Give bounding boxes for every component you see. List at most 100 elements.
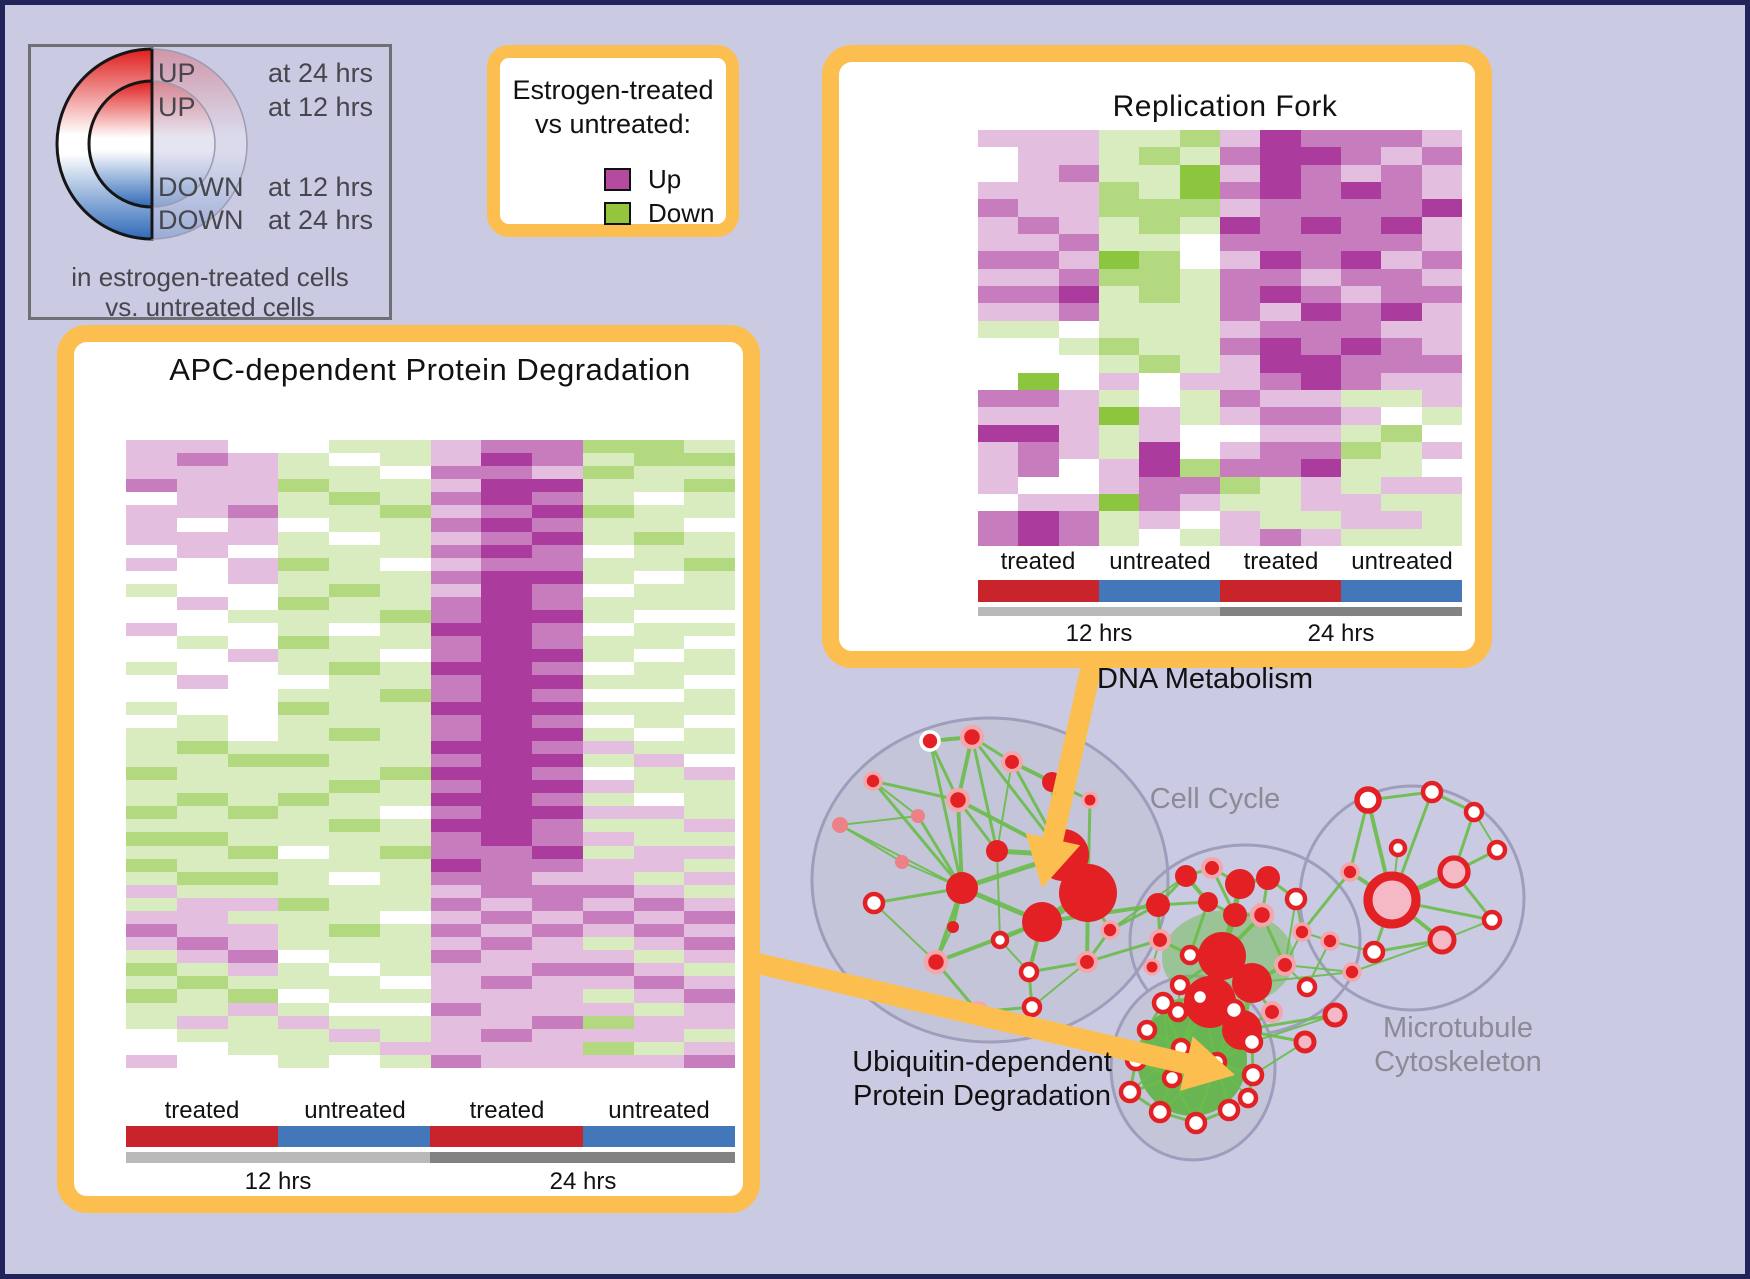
heatmap-cell [126, 518, 177, 532]
heatmap-cell [1340, 407, 1382, 425]
heatmap-cell [1098, 286, 1140, 304]
heatmap-cell [278, 701, 329, 715]
heatmap-cell [1058, 251, 1099, 269]
heatmap-cell [633, 727, 685, 741]
heatmap-cell [1018, 303, 1059, 321]
heatmap-cell [582, 753, 634, 768]
heatmap-cell [1421, 442, 1462, 460]
heatmap-cell [430, 950, 482, 964]
heatmap-cell [1421, 407, 1462, 425]
heatmap-cell [1381, 286, 1422, 304]
heatmap-cell [532, 544, 583, 558]
network-node-w [1018, 961, 1040, 983]
heatmap-cell [126, 675, 177, 689]
down-label: Down [648, 198, 715, 228]
heatmap-cell [1300, 424, 1341, 442]
heatmap-cell [227, 675, 279, 689]
heatmap-cell [278, 1041, 329, 1055]
heatmap-cell [978, 130, 1019, 148]
heatmap-cell [379, 1041, 431, 1055]
network-node-hp [1340, 862, 1360, 882]
heatmap-cell [176, 557, 228, 571]
network-node-p [1322, 1002, 1348, 1028]
heatmap-cell [1421, 234, 1462, 252]
heatmap-cell [379, 1054, 431, 1068]
heatmap-cell [430, 963, 482, 977]
heatmap-cell [582, 884, 634, 898]
heatmap-cell [126, 596, 177, 611]
heatmap-cell [481, 1015, 532, 1029]
heatmap-cell [1381, 407, 1422, 425]
heatmap-cell [1018, 234, 1059, 252]
heatmap-cell [430, 740, 482, 754]
heatmap-cell [176, 832, 228, 846]
heatmap-cell [430, 675, 482, 689]
heatmap-cell [379, 780, 431, 794]
heatmap-cell [126, 740, 177, 754]
heatmap-cell [1098, 338, 1140, 356]
heatmap-cell [227, 440, 279, 454]
heatmap-cell [1300, 234, 1341, 252]
heatmap-cell [329, 727, 380, 741]
heatmap-cell [481, 963, 532, 977]
heatmap-cell [1058, 199, 1099, 217]
heatmap-cell [582, 453, 634, 467]
network-node-s [1232, 963, 1272, 1003]
heatmap-cell [329, 583, 380, 597]
heatmap-cell [1340, 424, 1382, 442]
heatmap-cell [176, 884, 228, 898]
heatmap-cell [1018, 182, 1059, 200]
heatmap-cell [176, 1015, 228, 1029]
heatmap-cell [481, 897, 532, 911]
heatmap-cell [1300, 511, 1341, 529]
heatmap-cell [430, 544, 482, 558]
heatmap-cell [684, 793, 735, 807]
ring-legend-down24-dir: DOWN [158, 205, 244, 235]
heatmap-cell [176, 596, 228, 611]
heatmap-cell [379, 466, 431, 480]
heatmap-cell [582, 780, 634, 794]
heatmap-cell [1219, 424, 1261, 442]
down-color-swatch [604, 202, 631, 225]
heatmap-cell [1260, 372, 1301, 390]
heatmap-cell [176, 531, 228, 545]
heatmap-cell [1058, 268, 1099, 286]
heatmap-cell [1340, 372, 1382, 390]
heatmap-cell [532, 976, 583, 990]
heatmap-cell [379, 1015, 431, 1029]
heatmap-cell [1058, 147, 1099, 165]
heatmap-cell [1381, 390, 1422, 408]
heatmap-cell [532, 596, 583, 611]
heatmap-cell [176, 727, 228, 741]
heatmap-cell [582, 924, 634, 938]
heatmap-cell [227, 753, 279, 768]
heatmap-cell [126, 440, 177, 454]
heatmap-cell [1058, 494, 1099, 512]
heatmap-cell [1139, 164, 1180, 182]
heatmap-cell [1381, 511, 1422, 529]
heatmap-cell [684, 1054, 735, 1068]
heatmap-cell [684, 950, 735, 964]
heatmap-cell [227, 1002, 279, 1016]
heatmap-cell [1179, 303, 1220, 321]
heatmap-cell [481, 1041, 532, 1055]
ring-legend-box [28, 44, 392, 320]
heatmap-cell [481, 767, 532, 781]
heatmap-cell [227, 767, 279, 781]
heatmap-cell [176, 505, 228, 519]
network-node-hp [1000, 750, 1024, 774]
heatmap-cell [1018, 494, 1059, 512]
heatmap-cell [481, 492, 532, 506]
heatmap-cell [329, 780, 380, 794]
heatmap-cell [227, 910, 279, 925]
heatmap-cell [481, 610, 532, 624]
heatmap-cell [1179, 476, 1220, 494]
heatmap-cell [1421, 303, 1462, 321]
heatmap-cell [532, 858, 583, 872]
heatmap-cell [278, 518, 329, 532]
heatmap-cell [430, 583, 482, 597]
heatmap-cell [329, 610, 380, 624]
heatmap-cell [582, 662, 634, 676]
network-node-w [1222, 998, 1246, 1022]
heatmap-cell [684, 767, 735, 781]
